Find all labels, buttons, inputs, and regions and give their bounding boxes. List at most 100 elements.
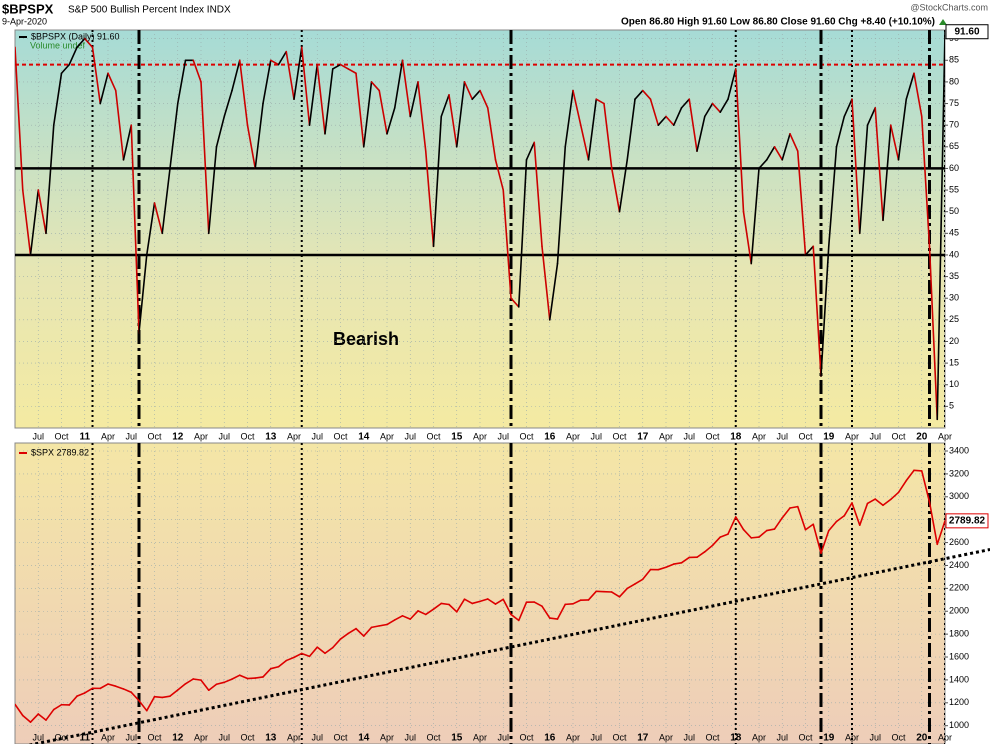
x-tick-label: Apr: [380, 431, 394, 441]
series-segment: [293, 46, 303, 101]
x-tick-label: Oct: [54, 431, 69, 441]
series-segment: [618, 587, 629, 598]
series-segment: [579, 124, 590, 161]
series-segment: [207, 146, 218, 235]
series-segment: [657, 566, 667, 571]
series-segment: [750, 536, 760, 539]
series-segment: [719, 98, 729, 113]
chart-title: $BPSPX: [2, 1, 54, 16]
x-tick-label: Jul: [590, 732, 602, 742]
series-segment: [161, 695, 171, 699]
series-segment: [277, 659, 288, 668]
series-segment: [471, 89, 481, 101]
last-value-box: [945, 513, 989, 529]
series-segment: [517, 601, 528, 622]
series-segment: [758, 529, 768, 538]
x-tick-label: Oct: [519, 431, 534, 441]
series-segment: [424, 608, 435, 616]
series-segment: [145, 695, 156, 712]
x-tick-label: Oct: [333, 431, 348, 441]
plot-area: [15, 443, 945, 744]
series-segment: [262, 59, 272, 105]
series-segment: [184, 678, 195, 685]
series-segment: [83, 687, 94, 694]
x-tick-label: 20: [916, 733, 928, 744]
series-segment: [610, 167, 621, 213]
series-segment: [285, 50, 295, 101]
series-segment: [15, 46, 24, 191]
series-segment: [874, 107, 884, 222]
y-tick-label: 10: [949, 379, 959, 389]
x-tick-label: Jul: [125, 732, 137, 742]
series-segment: [680, 98, 691, 109]
x-tick-label: Jul: [218, 431, 230, 441]
x-tick-label: Jul: [590, 431, 602, 441]
series-segment: [448, 603, 458, 613]
x-tick-label: Oct: [705, 431, 720, 441]
y-tick-label: 75: [949, 98, 959, 108]
series-segment: [564, 603, 574, 606]
y-tick-label: 25: [949, 314, 959, 324]
series-segment: [316, 646, 326, 655]
x-tick-label: 16: [544, 432, 556, 443]
x-tick-label: 19: [823, 432, 835, 443]
series-segment: [765, 146, 776, 161]
series-segment: [463, 81, 474, 101]
series-segment: [29, 189, 40, 256]
series-segment: [711, 102, 722, 113]
series-segment: [29, 713, 40, 723]
series-segment: [556, 146, 567, 265]
series-segment: [138, 254, 148, 334]
series-segment: [502, 189, 512, 300]
x-tick-label: 17: [637, 432, 649, 443]
series-segment: [742, 210, 753, 265]
x-tick-label: Oct: [426, 732, 441, 742]
series-segment: [928, 245, 939, 421]
y-tick-label: 15: [949, 357, 959, 367]
x-tick-label: 16: [544, 733, 556, 744]
y-tick-label: 60: [949, 163, 959, 173]
series-segment: [355, 627, 365, 637]
series-segment: [913, 469, 923, 472]
x-tick-label: Oct: [426, 431, 441, 441]
x-tick-label: 12: [172, 432, 184, 443]
series-segment: [200, 81, 210, 235]
x-tick-label: Apr: [938, 732, 952, 742]
x-tick-label: Oct: [147, 431, 162, 441]
series-segment: [417, 81, 427, 152]
series-segment: [610, 591, 621, 598]
x-tick-label: Apr: [659, 732, 673, 742]
y-tick-label: 2200: [949, 583, 969, 593]
series-segment: [688, 98, 698, 152]
x-tick-label: Apr: [101, 431, 115, 441]
series-segment: [269, 59, 280, 66]
y-tick-label: 3200: [949, 468, 969, 478]
series-segment: [905, 469, 915, 482]
y-tick-label: 45: [949, 228, 959, 238]
series-segment: [479, 89, 489, 109]
series-segment: [331, 63, 342, 70]
series-segment: [455, 598, 466, 613]
series-segment: [734, 68, 745, 213]
series-segment: [641, 89, 652, 101]
credit: @StockCharts.com: [910, 2, 988, 12]
series-segment: [432, 115, 443, 248]
series-segment: [665, 115, 675, 126]
series-segment: [843, 502, 853, 517]
x-tick-label: Oct: [705, 732, 720, 742]
series-segment: [207, 683, 218, 692]
series-segment: [316, 63, 326, 135]
series-segment: [440, 602, 450, 606]
series-segment: [479, 598, 489, 603]
series-segment: [510, 613, 520, 622]
series-segment: [804, 245, 815, 256]
y-tick-label: 35: [949, 271, 959, 281]
series-segment: [603, 102, 613, 170]
legend-label: $SPX 2789.82: [31, 447, 89, 457]
series-segment: [68, 46, 78, 66]
series-segment: [796, 505, 807, 531]
series-segment: [300, 46, 311, 126]
y-tick-label: 2600: [949, 537, 969, 547]
y-tick-label: 40: [949, 249, 959, 259]
